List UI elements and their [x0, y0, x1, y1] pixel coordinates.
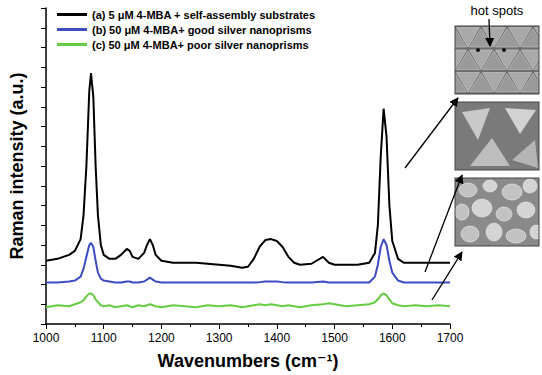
svg-text:Raman intensity (a.u.): Raman intensity (a.u.) [7, 72, 27, 259]
svg-text:1500: 1500 [321, 331, 348, 345]
svg-text:1200: 1200 [148, 331, 175, 345]
svg-text:Wavenumbers (cm⁻¹): Wavenumbers (cm⁻¹) [158, 351, 339, 371]
svg-text:1700: 1700 [437, 331, 464, 345]
svg-text:(c) 50 μM 4-MBA+ poor silver n: (c) 50 μM 4-MBA+ poor silver nanoprisms [92, 39, 309, 51]
svg-text:(b) 50 μM 4-MBA+ good silver n: (b) 50 μM 4-MBA+ good silver nanoprisms [92, 24, 312, 36]
svg-text:1400: 1400 [264, 331, 291, 345]
svg-text:(a) 5 μM 4-MBA + self-assembly: (a) 5 μM 4-MBA + self-assembly substrate… [92, 9, 315, 21]
svg-text:1300: 1300 [206, 331, 233, 345]
svg-text:1000: 1000 [33, 331, 60, 345]
svg-text:hot spots: hot spots [471, 3, 524, 18]
svg-text:1100: 1100 [91, 331, 117, 345]
svg-text:1600: 1600 [379, 331, 406, 345]
